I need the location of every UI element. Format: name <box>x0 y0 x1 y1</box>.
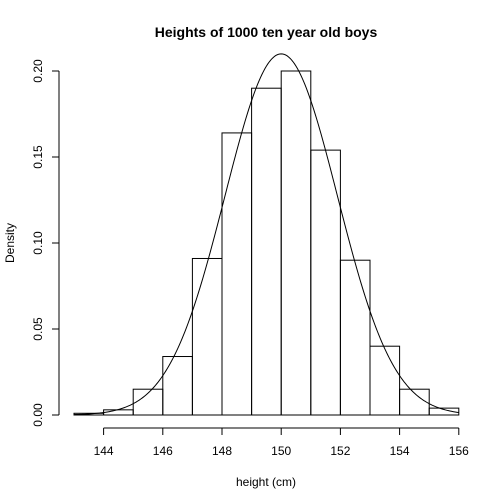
x-tick-label-1: 146 <box>153 444 173 458</box>
y-tick-label-4: 0.20 <box>31 59 45 83</box>
x-tick-label-4: 152 <box>330 444 350 458</box>
x-axis: 144 146 148 150 152 154 156 <box>94 427 469 458</box>
histogram-bars <box>73 70 460 416</box>
histogram-bar-3 <box>162 356 193 416</box>
histogram-bar-5 <box>221 132 253 416</box>
x-tick-label-6: 156 <box>449 444 469 458</box>
y-axis-label: Density <box>3 223 17 263</box>
y-tick-label-3: 0.15 <box>31 145 45 169</box>
x-tick-label-2: 148 <box>212 444 232 458</box>
x-tick-label-3: 150 <box>271 444 291 458</box>
x-axis-label: height (cm) <box>236 475 296 489</box>
x-tick-label-5: 154 <box>390 444 410 458</box>
histogram-bar-9 <box>339 259 371 416</box>
histogram-bar-7 <box>280 70 312 416</box>
histogram-bar-6 <box>251 87 282 416</box>
y-tick-label-0: 0.00 <box>31 403 45 427</box>
density-curve <box>73 53 459 416</box>
histogram-bar-1 <box>103 409 134 416</box>
chart-title: Heights of 1000 ten year old boys <box>155 24 378 40</box>
y-axis: 0.00 0.05 0.10 0.15 0.20 <box>31 59 60 427</box>
x-tick-label-0: 144 <box>94 444 114 458</box>
y-tick-label-1: 0.05 <box>31 317 45 341</box>
histogram-bar-4 <box>191 257 223 416</box>
histogram-bar-10 <box>369 345 401 416</box>
y-tick-label-2: 0.10 <box>31 231 45 255</box>
histogram-bar-11 <box>399 388 430 416</box>
histogram-bar-12 <box>428 407 460 416</box>
